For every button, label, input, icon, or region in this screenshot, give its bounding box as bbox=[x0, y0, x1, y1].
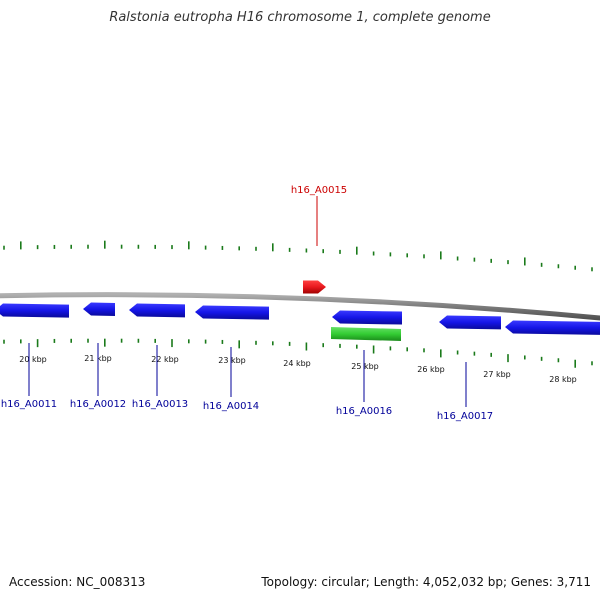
gene-label: h16_A0015 bbox=[291, 185, 347, 196]
gene-labels: h16_A0011 h16_A0012 h16_A0013 h16_A0014 h16_… bbox=[1, 185, 493, 422]
ruler-label: 24 kbp bbox=[283, 359, 311, 368]
ruler-label: 26 kbp bbox=[417, 365, 445, 374]
accession-text: Accession: NC_008313 bbox=[9, 575, 146, 589]
gene-label: h16_A0014 bbox=[203, 401, 259, 412]
gene-label: h16_A0017 bbox=[437, 411, 493, 422]
gene-arrow bbox=[195, 305, 269, 320]
gene-arrow bbox=[0, 303, 69, 318]
ruler-label: 28 kbp bbox=[549, 375, 577, 384]
ruler-label: 22 kbp bbox=[151, 355, 179, 364]
gene-arrow bbox=[332, 310, 402, 325]
gene-arrow bbox=[505, 320, 600, 335]
gene-label: h16_A0013 bbox=[132, 399, 188, 410]
ruler-label: 20 kbp bbox=[19, 355, 47, 364]
genome-summary-text: Topology: circular; Length: 4,052,032 bp… bbox=[261, 575, 591, 589]
gene-arrow bbox=[303, 280, 326, 294]
gene-arrow bbox=[83, 302, 115, 316]
kbp-ruler: 20 kbp 21 kbp 22 kbp 23 kbp 24 kbp 25 kbp 26 k… bbox=[19, 354, 577, 384]
gene-arrow bbox=[439, 315, 501, 330]
inner-tick-marks bbox=[3, 338, 593, 368]
map-title: Ralstonia eutropha H16 chromosome 1, com… bbox=[109, 10, 491, 25]
chromosome-backbone bbox=[0, 292, 600, 321]
gene-features bbox=[0, 280, 600, 341]
gene-label: h16_A0016 bbox=[336, 406, 392, 417]
gene-label: h16_A0012 bbox=[70, 399, 126, 410]
ruler-label: 27 kbp bbox=[483, 370, 511, 379]
gene-arrow bbox=[129, 303, 185, 318]
outer-tick-marks bbox=[3, 240, 593, 272]
rna-feature-bar bbox=[331, 327, 401, 341]
ruler-label: 25 kbp bbox=[351, 362, 379, 371]
gene-label: h16_A0011 bbox=[1, 399, 57, 410]
ruler-label: 23 kbp bbox=[218, 356, 246, 365]
